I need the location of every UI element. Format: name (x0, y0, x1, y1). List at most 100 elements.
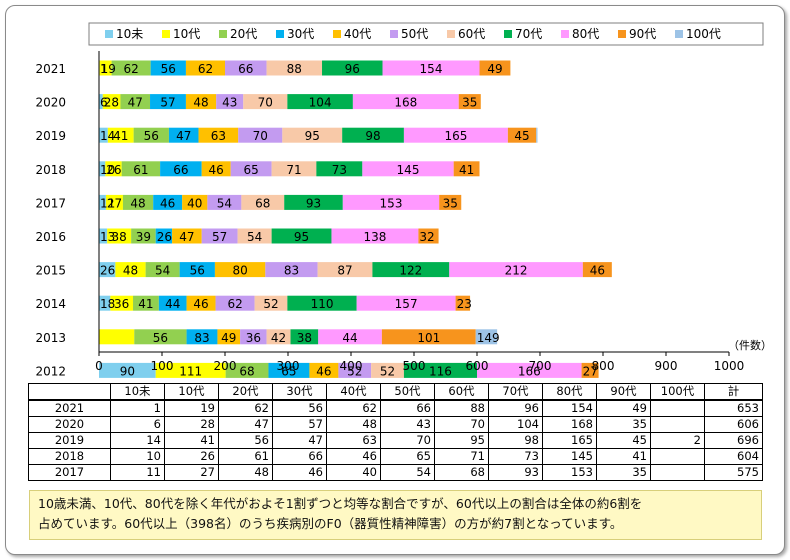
figure-frame: 10未 10代 20代 30代 40代 50代 60代 70代 80代 90代 100代 2021 1 1… (5, 5, 785, 555)
bar-segment (99, 295, 111, 311)
table-header-cell: 30代 (272, 383, 327, 401)
bar-segment (322, 60, 383, 76)
bar-segment (216, 94, 244, 110)
data-label: 56 (161, 62, 176, 76)
bar-segment (215, 295, 255, 311)
table-cell: 104 (488, 416, 543, 433)
legend-label: 10未 (116, 27, 143, 41)
table-cell: 62 (218, 399, 273, 417)
table-cell: 14 (110, 432, 165, 449)
bar-segment (309, 362, 339, 378)
data-label: 66 (173, 163, 188, 177)
bar-segment (105, 194, 123, 210)
data-label: 70 (258, 96, 273, 110)
bar-segment (102, 94, 121, 110)
bar-segment (282, 127, 343, 143)
bar-segment (155, 362, 226, 378)
bar-segment (150, 94, 186, 110)
table-cell: 46 (326, 448, 381, 465)
bar-segment (107, 127, 134, 143)
bar-segment (287, 295, 357, 311)
data-label: 19 (101, 62, 116, 76)
data-table: 10未 10代 20代 30代 40代 50代 60代 70代 80代 90代 100代計 2021… (28, 383, 763, 481)
bar-segment (455, 295, 471, 311)
bar-segment (145, 262, 180, 278)
legend-label: 10代 (173, 27, 200, 41)
data-label: 42 (271, 331, 286, 345)
table-year-cell: 2021 (28, 399, 111, 417)
legend-label: 50代 (401, 27, 428, 41)
data-label: 154 (420, 62, 443, 76)
table-cell: 70 (434, 416, 489, 433)
table-cell: 71 (434, 448, 489, 465)
data-label: 71 (286, 163, 301, 177)
bar-segment (418, 228, 439, 244)
table-cell (650, 416, 705, 433)
bar-segment (266, 329, 291, 345)
legend-label: 20代 (230, 27, 257, 41)
legend-label: 60代 (458, 27, 485, 41)
data-label: 111 (179, 364, 202, 378)
bar-segment (372, 262, 450, 278)
data-label: 47 (128, 96, 143, 110)
bar-segment (185, 94, 217, 110)
table-cell: 28 (164, 416, 219, 433)
data-label: 46 (193, 297, 208, 311)
table-cell: 10 (110, 448, 165, 465)
data-label: 80 (232, 264, 247, 278)
legend-label: 100代 (686, 27, 721, 41)
bar-segment (214, 262, 266, 278)
data-label: 36 (246, 331, 261, 345)
table-cell: 696 (704, 432, 763, 449)
legend-swatch (390, 30, 398, 38)
data-label: 38 (112, 230, 127, 244)
bar-segment (115, 262, 146, 278)
x-tick-label: 900 (655, 359, 678, 373)
bar-segment (352, 94, 459, 110)
bar-segment (342, 194, 440, 210)
data-label: 26 (157, 230, 172, 244)
bar-segment (356, 295, 456, 311)
data-label: 44 (342, 331, 357, 345)
bar-segment (160, 161, 202, 177)
bar-segment (201, 228, 238, 244)
table-cell: 154 (542, 399, 597, 417)
bar-segment (458, 94, 481, 110)
data-label: 73 (332, 163, 347, 177)
bar-segment (172, 228, 202, 244)
data-label: 35 (462, 96, 477, 110)
table-cell: 63 (326, 432, 381, 449)
legend-label: 40代 (344, 27, 371, 41)
data-label: 14 (100, 129, 115, 143)
bar-segment (475, 329, 498, 345)
x-tick-label: 0 (95, 359, 103, 373)
data-label: 32 (419, 230, 434, 244)
data-label: 66 (238, 62, 253, 76)
data-label: 83 (194, 331, 209, 345)
data-label: 96 (345, 62, 360, 76)
bar-segment (99, 329, 135, 345)
table-row: 2017 11 27 48 46 40 54 68 93 153 35 575 (28, 464, 763, 481)
table-row: 2021 1 19 62 56 62 66 88 96 154 49 653 (28, 399, 763, 417)
table-cell: 57 (272, 416, 327, 433)
bar-segment (225, 362, 269, 378)
bar-segment (120, 94, 151, 110)
bar-segment (254, 295, 288, 311)
table-row: 2019 14 41 56 47 63 70 95 98 165 45 2 696 (28, 432, 763, 449)
bar-segment (582, 262, 612, 278)
data-label: 83 (284, 264, 299, 278)
x-tick-label: 1000 (714, 359, 745, 373)
data-label: 46 (160, 196, 175, 210)
data-label: 54 (247, 230, 262, 244)
data-label: 43 (222, 96, 237, 110)
data-label: 26 (100, 264, 115, 278)
bar-segment (338, 362, 372, 378)
data-label: 62 (123, 62, 138, 76)
bar-segment (536, 127, 538, 143)
table-cell: 56 (218, 432, 273, 449)
data-label: 40 (187, 196, 202, 210)
table-cell: 653 (704, 399, 763, 417)
bar-segment (217, 329, 241, 345)
data-label: 145 (397, 163, 420, 177)
data-label: 52 (263, 297, 278, 311)
